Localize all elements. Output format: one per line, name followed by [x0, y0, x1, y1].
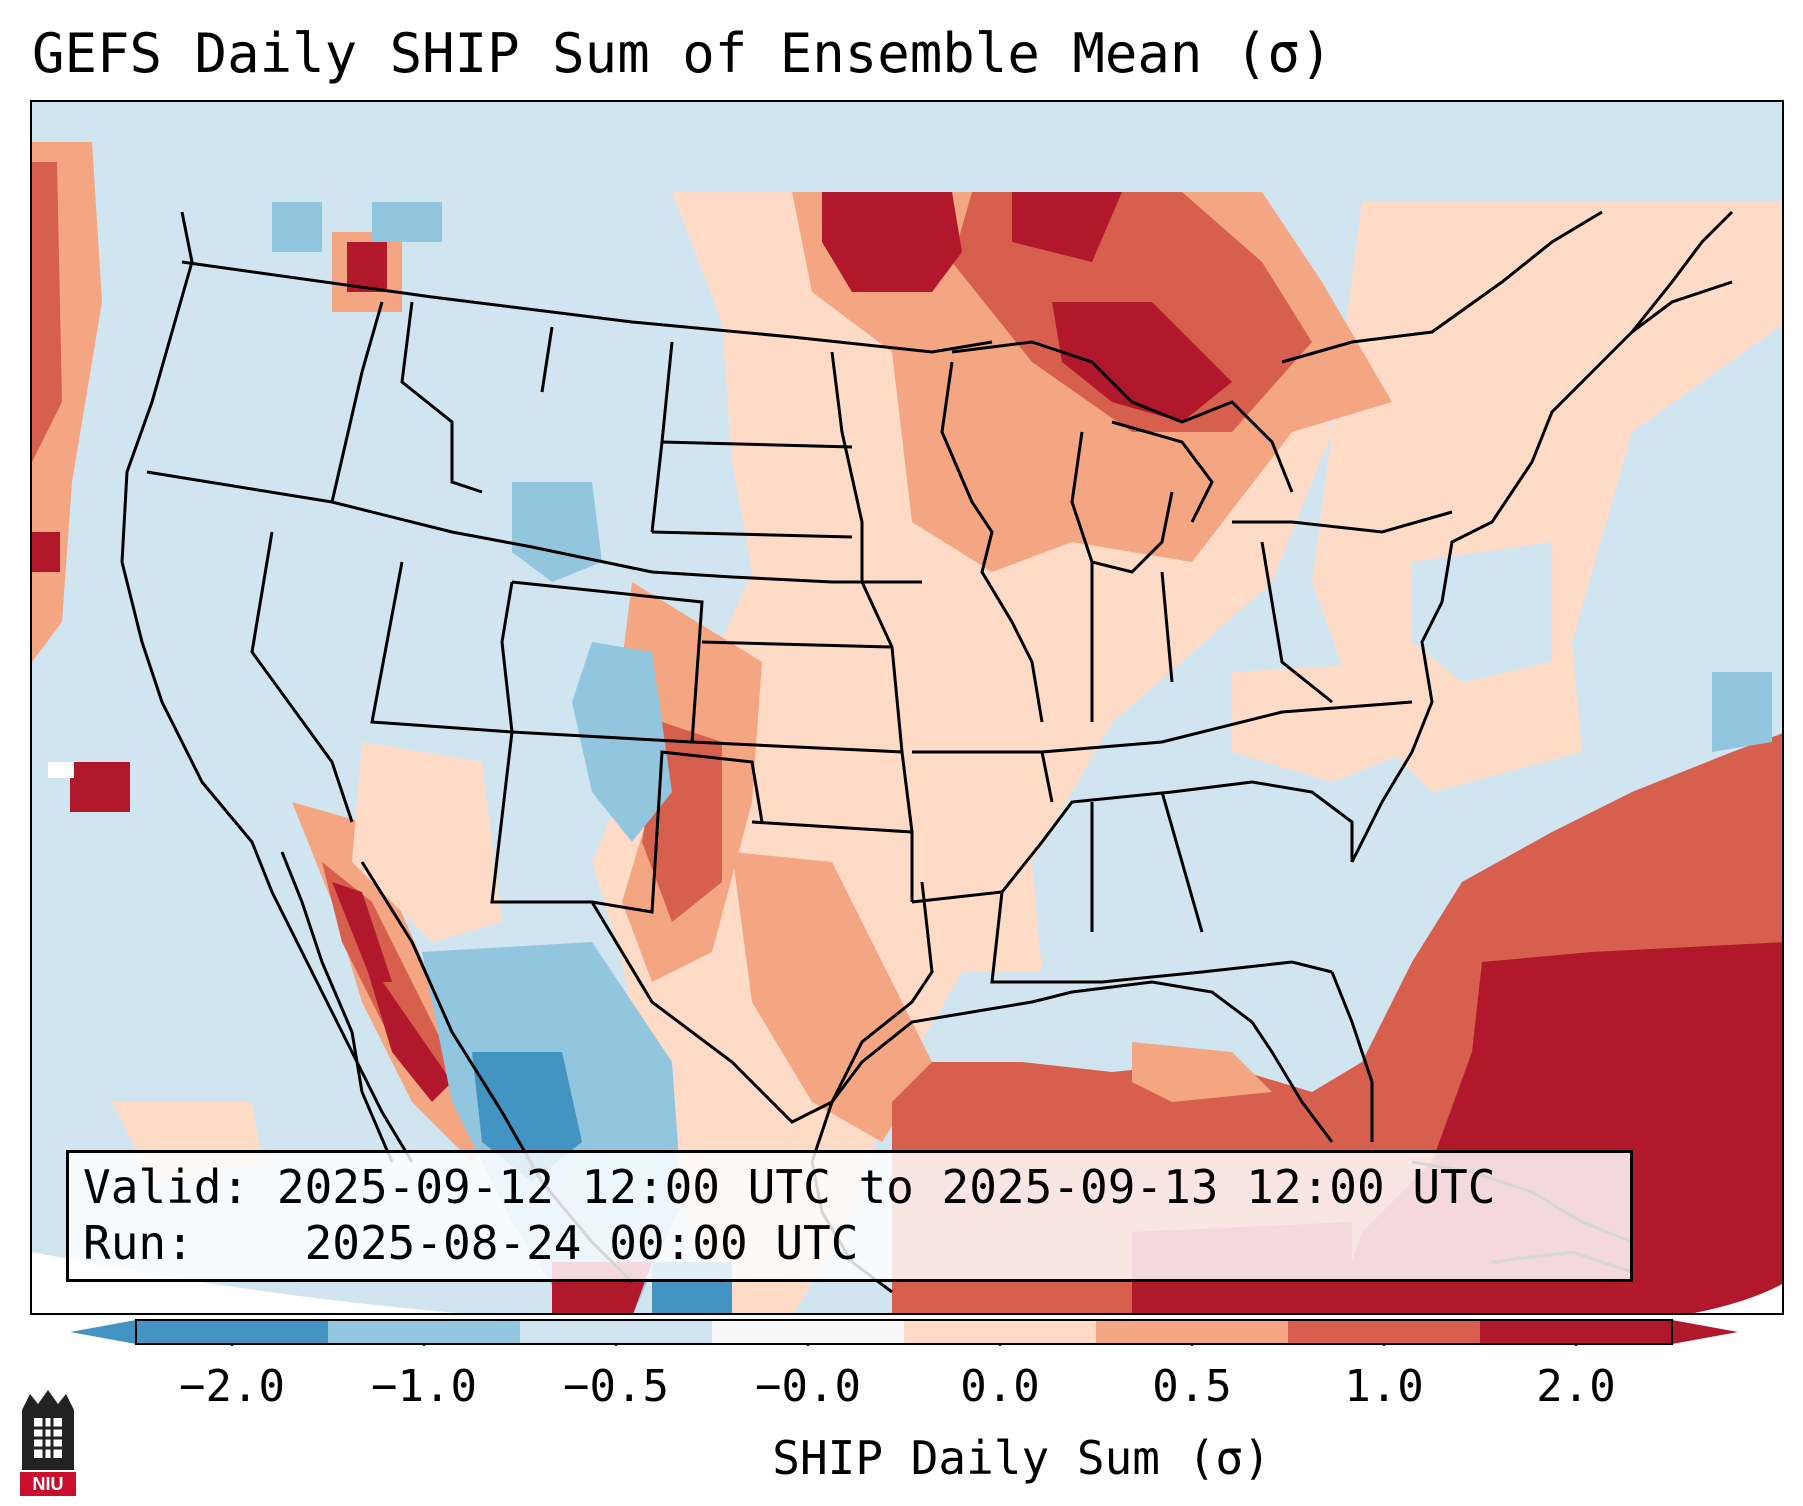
colorbar-tick-label: 0.5 [1152, 1361, 1232, 1412]
colorbar-tick-label: 0.0 [960, 1361, 1040, 1412]
colorbar-tick-label: −0.5 [563, 1361, 669, 1412]
colorbar-extend-high [1672, 1320, 1738, 1344]
colorbar-segment [520, 1320, 713, 1344]
colorbar-tick-label: 1.0 [1344, 1361, 1424, 1412]
logo-text: NIU [33, 1474, 64, 1494]
valid-label: Valid: [83, 1160, 250, 1214]
colorbar-extend-low [70, 1320, 136, 1344]
colorbar-ticks [231, 1344, 1577, 1346]
run-label: Run: [83, 1216, 194, 1270]
map-panel [30, 100, 1784, 1315]
run-value: 2025-08-24 00:00 UTC [304, 1216, 859, 1270]
colorbar-segment [136, 1320, 329, 1344]
colorbar-tick-label: −0.0 [755, 1361, 861, 1412]
map-canvas [32, 142, 1782, 1313]
colorbar-segment [1288, 1320, 1481, 1344]
colorbar-label: SHIP Daily Sum (σ) [772, 1431, 1271, 1485]
colorbar-segment [328, 1320, 521, 1344]
boundaries [120, 210, 1734, 1294]
colorbar-segment [1480, 1320, 1673, 1344]
colorbar-outline [135, 1319, 1673, 1345]
colorbar-segments [136, 1320, 1673, 1344]
colorbar-segment [904, 1320, 1097, 1344]
colorbar-segment [712, 1320, 905, 1344]
colorbar-tick-label: 2.0 [1536, 1361, 1616, 1412]
anomaly-field [32, 142, 1782, 1313]
niu-logo: NIU [20, 1390, 76, 1496]
valid-value: 2025-09-12 12:00 UTC to 2025-09-13 12:00… [276, 1160, 1496, 1214]
figure-title: GEFS Daily SHIP Sum of Ensemble Mean (σ) [32, 22, 1333, 85]
colorbar-tick-label: −2.0 [179, 1361, 285, 1412]
colorbar-segment [1096, 1320, 1289, 1344]
colorbar-tick-label: −1.0 [371, 1361, 477, 1412]
colorbar [70, 1319, 1738, 1346]
valid-run-info-box: Valid: 2025-09-12 12:00 UTC to 2025-09-1… [66, 1150, 1633, 1282]
